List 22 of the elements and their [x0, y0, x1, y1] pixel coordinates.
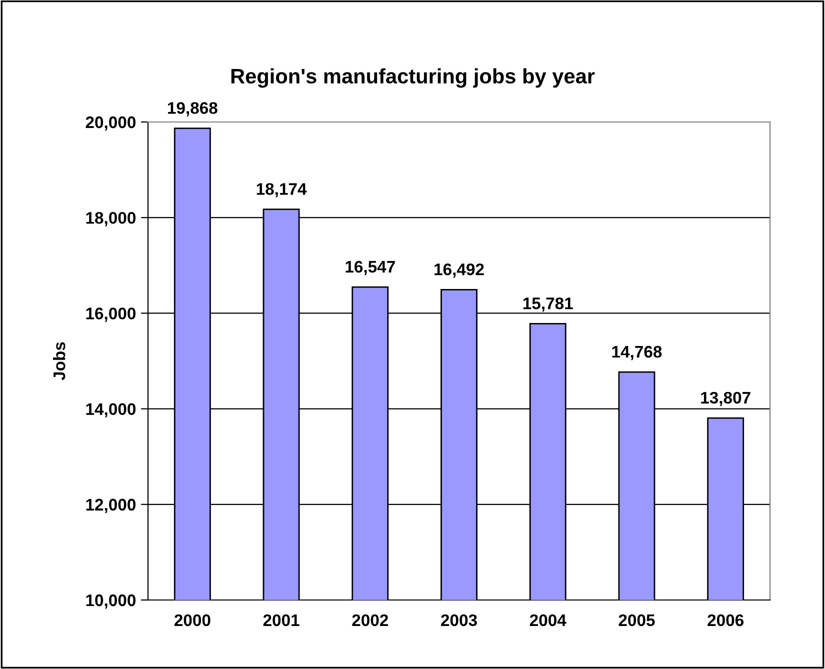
- y-tick-label: 10,000: [86, 594, 136, 609]
- data-label: 16,547: [346, 260, 395, 276]
- y-tick-label: 20,000: [86, 116, 136, 131]
- chart-title: Region's manufacturing jobs by year: [231, 68, 595, 88]
- data-label: 14,768: [612, 346, 662, 360]
- data-label: 13,807: [701, 392, 750, 406]
- x-tick-label: 2002: [352, 614, 388, 626]
- data-label: 15,781: [523, 297, 573, 312]
- x-tick-label: 2004: [530, 614, 566, 626]
- data-label: 18,174: [256, 183, 307, 198]
- y-tick-label: 12,000: [86, 498, 136, 514]
- y-tick-label: 16,000: [86, 308, 136, 322]
- y-tick-label: 18,000: [86, 212, 136, 226]
- data-label: 19,868: [168, 102, 218, 116]
- x-tick-label: 2006: [708, 614, 744, 626]
- x-tick-label: 2005: [618, 614, 655, 626]
- y-axis-title: Jobs: [53, 342, 66, 380]
- data-label: 16,492: [434, 263, 484, 278]
- x-tick-label: 2003: [441, 614, 477, 626]
- x-tick-label: 2000: [174, 614, 210, 626]
- x-tick-label: 2001: [263, 614, 300, 626]
- y-tick-label: 14,000: [86, 403, 136, 418]
